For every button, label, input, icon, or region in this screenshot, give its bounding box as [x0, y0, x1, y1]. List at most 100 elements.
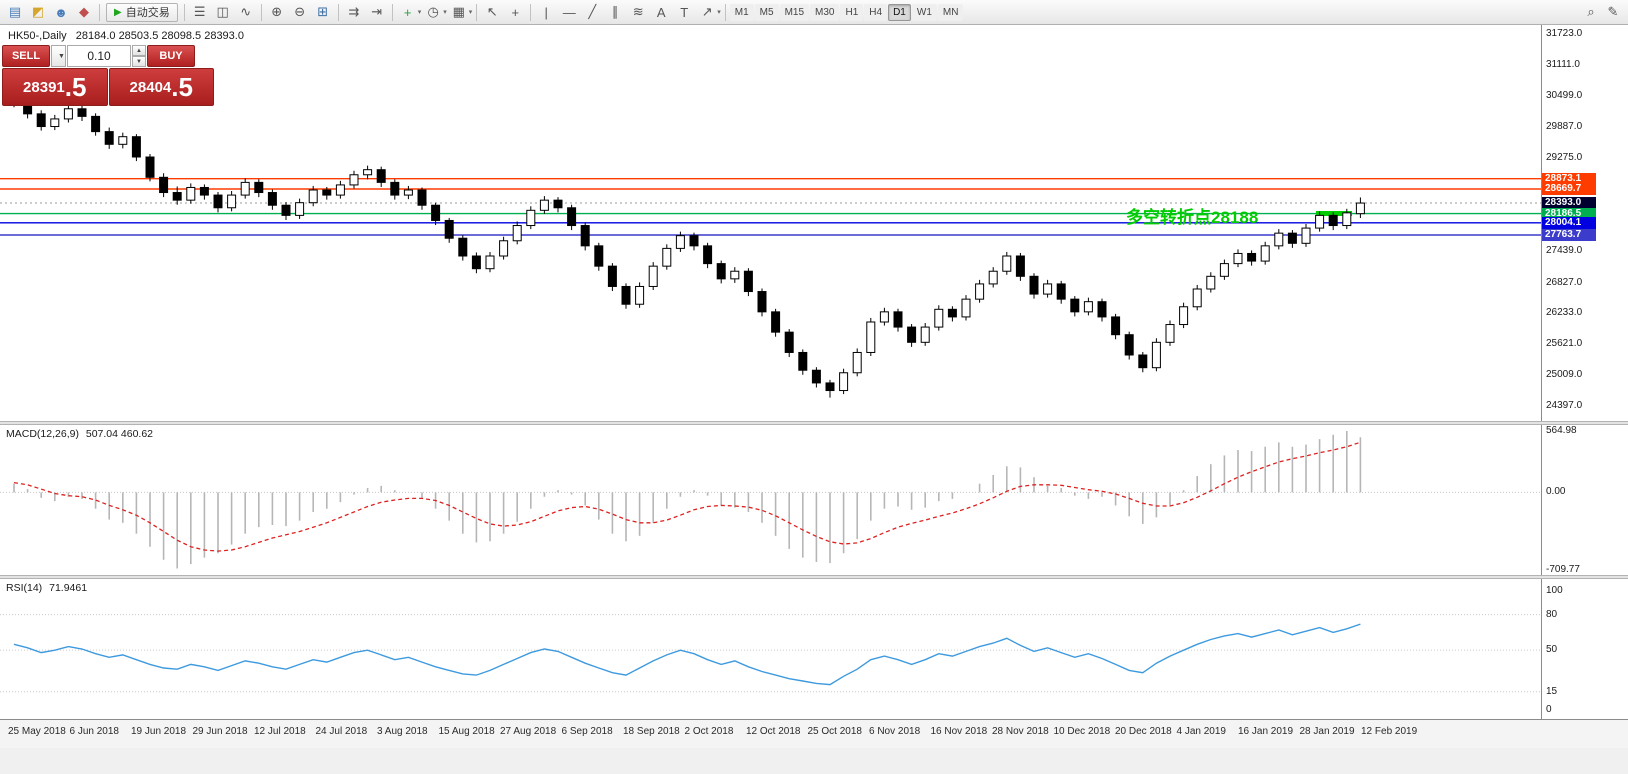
volume-dropdown-button[interactable]: ▼ — [51, 45, 66, 67]
timeframe-m15-button[interactable]: M15 — [779, 3, 810, 21]
date-label: 29 Jun 2018 — [192, 726, 248, 737]
chart-window: HK50-,Daily 28184.0 28503.5 28098.5 2839… — [0, 25, 1628, 774]
rsi-value: 71.9461 — [49, 582, 88, 594]
buy-price-main: 28404 — [129, 78, 172, 96]
toolbar-separator — [260, 3, 262, 21]
rsi-name: RSI(14) — [6, 582, 43, 594]
timeframe-h4-button[interactable]: H4 — [864, 3, 888, 21]
date-label: 20 Dec 2018 — [1115, 726, 1172, 737]
panel-splitter[interactable] — [0, 421, 1628, 425]
rsi-axis-label: 80 — [1546, 608, 1558, 620]
horizontal-line-icon[interactable]: — — [562, 4, 576, 20]
price-axis-label: 31723.0 — [1546, 27, 1583, 39]
rsi-axis-label: 50 — [1546, 644, 1558, 656]
market-watch-icon[interactable]: ◆ — [79, 4, 89, 19]
macd-values: 507.04 460.62 — [85, 428, 154, 440]
templates-icon[interactable]: ▦ — [452, 4, 465, 19]
auto-scroll-icon[interactable]: ⇉ — [348, 4, 360, 19]
date-label: 6 Sep 2018 — [561, 726, 613, 737]
volume-up-button[interactable]: ▲ — [132, 45, 146, 56]
panel-splitter[interactable] — [0, 575, 1628, 579]
price-axis-label: 27439.0 — [1546, 245, 1583, 257]
date-label: 6 Nov 2018 — [869, 726, 921, 737]
trendline-icon[interactable]: ╱ — [588, 4, 597, 19]
line-chart-icon[interactable]: ∿ — [240, 4, 252, 19]
price-axis-label: 29275.0 — [1546, 152, 1583, 164]
volume-down-button[interactable]: ▼ — [132, 56, 146, 67]
rsi-plot[interactable]: RSI(14) 71.9461 — [0, 579, 1541, 719]
fibonacci-icon[interactable]: ≋ — [632, 4, 644, 19]
date-axis[interactable]: 25 May 2018 6 Jun 2018 19 Jun 2018 29 Jun 2… — [0, 719, 1628, 748]
chevron-down-icon: ▾ — [468, 9, 473, 16]
timeframe-w1-button[interactable]: W1 — [911, 3, 937, 21]
price-axis-label: 24397.0 — [1546, 399, 1583, 411]
candlestick-icon[interactable]: ◫ — [216, 4, 229, 19]
price-line-label: 28873.1 — [1542, 172, 1596, 185]
buy-price-panel[interactable]: 28404.5 — [108, 68, 214, 106]
indicators-icon[interactable]: + — [403, 4, 412, 20]
chevron-down-icon: ▾ — [717, 9, 721, 16]
timeframe-m1-button[interactable]: M1 — [729, 3, 754, 21]
rsi-scale[interactable]: 100 80 50 15 0 — [1541, 579, 1628, 719]
chart-title: HK50-,Daily 28184.0 28503.5 28098.5 2839… — [8, 30, 244, 42]
macd-scale[interactable]: 564.98 0.00 -709.77 — [1541, 425, 1628, 575]
text-icon[interactable]: A — [656, 4, 666, 20]
toolbar-separator — [724, 3, 726, 21]
timeframe-d1-button[interactable]: D1 — [888, 3, 911, 21]
price-chart-plot[interactable]: HK50-,Daily 28184.0 28503.5 28098.5 2839… — [0, 25, 1541, 421]
main-chart-row: HK50-,Daily 28184.0 28503.5 28098.5 2839… — [0, 25, 1628, 421]
candlestick-chart[interactable] — [0, 25, 1541, 421]
channel-icon[interactable]: ∥ — [612, 4, 619, 19]
periods-icon[interactable]: ◷ — [427, 4, 439, 19]
label-icon[interactable]: T — [680, 4, 689, 20]
zoom-in-icon[interactable]: ⊕ — [271, 4, 283, 19]
toolbar-separator — [391, 3, 393, 21]
macd-signal-line — [13, 441, 1361, 552]
toolbar-separator — [476, 3, 478, 21]
date-label: 28 Nov 2018 — [992, 726, 1049, 737]
price-line-label: 28669.7 — [1542, 182, 1596, 195]
workspace-filler — [0, 748, 1628, 774]
rsi-label: RSI(14) 71.9461 — [6, 582, 87, 594]
buy-button[interactable]: BUY — [147, 45, 195, 67]
rsi-axis-label: 0 — [1546, 703, 1552, 715]
rsi-line — [13, 623, 1361, 686]
new-order-icon[interactable]: ▤ — [8, 4, 22, 19]
macd-plot[interactable]: MACD(12,26,9) 507.04 460.62 — [0, 425, 1541, 575]
macd-name: MACD(12,26,9) — [6, 428, 79, 440]
timeframe-m5-button[interactable]: M5 — [754, 3, 779, 21]
cursor-icon[interactable]: ↖ — [486, 4, 498, 19]
date-label: 25 Oct 2018 — [807, 726, 862, 737]
date-label: 4 Jan 2019 — [1176, 726, 1227, 737]
chevron-down-icon: ▾ — [417, 9, 422, 16]
date-label: 16 Nov 2018 — [930, 726, 988, 737]
price-axis-label: 30499.0 — [1546, 90, 1583, 102]
crosshair-icon[interactable]: + — [511, 4, 520, 20]
search-icon[interactable]: ⌕ — [1587, 4, 1595, 19]
tile-windows-icon[interactable]: ⊞ — [317, 4, 329, 19]
arrow-tools-icon[interactable]: ↗ — [701, 4, 713, 19]
price-scale[interactable]: 31723.031111.030499.029887.029275.028663… — [1541, 25, 1628, 421]
price-axis-label: 26233.0 — [1546, 306, 1583, 318]
toolbar-separator — [530, 3, 532, 21]
rsi-chart[interactable] — [0, 579, 1541, 719]
autotrading-button[interactable]: ▶ 自动交易 — [106, 2, 178, 22]
zoom-out-icon[interactable]: ⊖ — [294, 4, 306, 19]
price-line-label: 28393.0 — [1542, 197, 1596, 210]
timeframe-mn-button[interactable]: MN — [937, 3, 964, 21]
macd-chart[interactable] — [0, 425, 1541, 575]
sell-button[interactable]: SELL — [2, 45, 50, 67]
profile-icon[interactable]: ☻ — [54, 4, 68, 20]
chart-shift-icon[interactable]: ⇥ — [371, 4, 383, 19]
one-click-price-row: 28391.5 28404.5 — [2, 68, 214, 106]
date-label: 12 Feb 2019 — [1361, 726, 1418, 737]
new-chart-icon[interactable]: ◩ — [31, 4, 45, 19]
bar-chart-icon[interactable]: ☰ — [193, 4, 206, 19]
timeframe-h1-button[interactable]: H1 — [840, 3, 864, 21]
edit-icon[interactable]: ✎ — [1607, 4, 1619, 19]
price-line-label: 28004.1 — [1542, 216, 1596, 229]
vertical-line-icon[interactable]: | — [544, 4, 548, 20]
volume-input[interactable] — [67, 45, 131, 67]
sell-price-panel[interactable]: 28391.5 — [2, 68, 108, 106]
timeframe-m30-button[interactable]: M30 — [810, 3, 840, 21]
